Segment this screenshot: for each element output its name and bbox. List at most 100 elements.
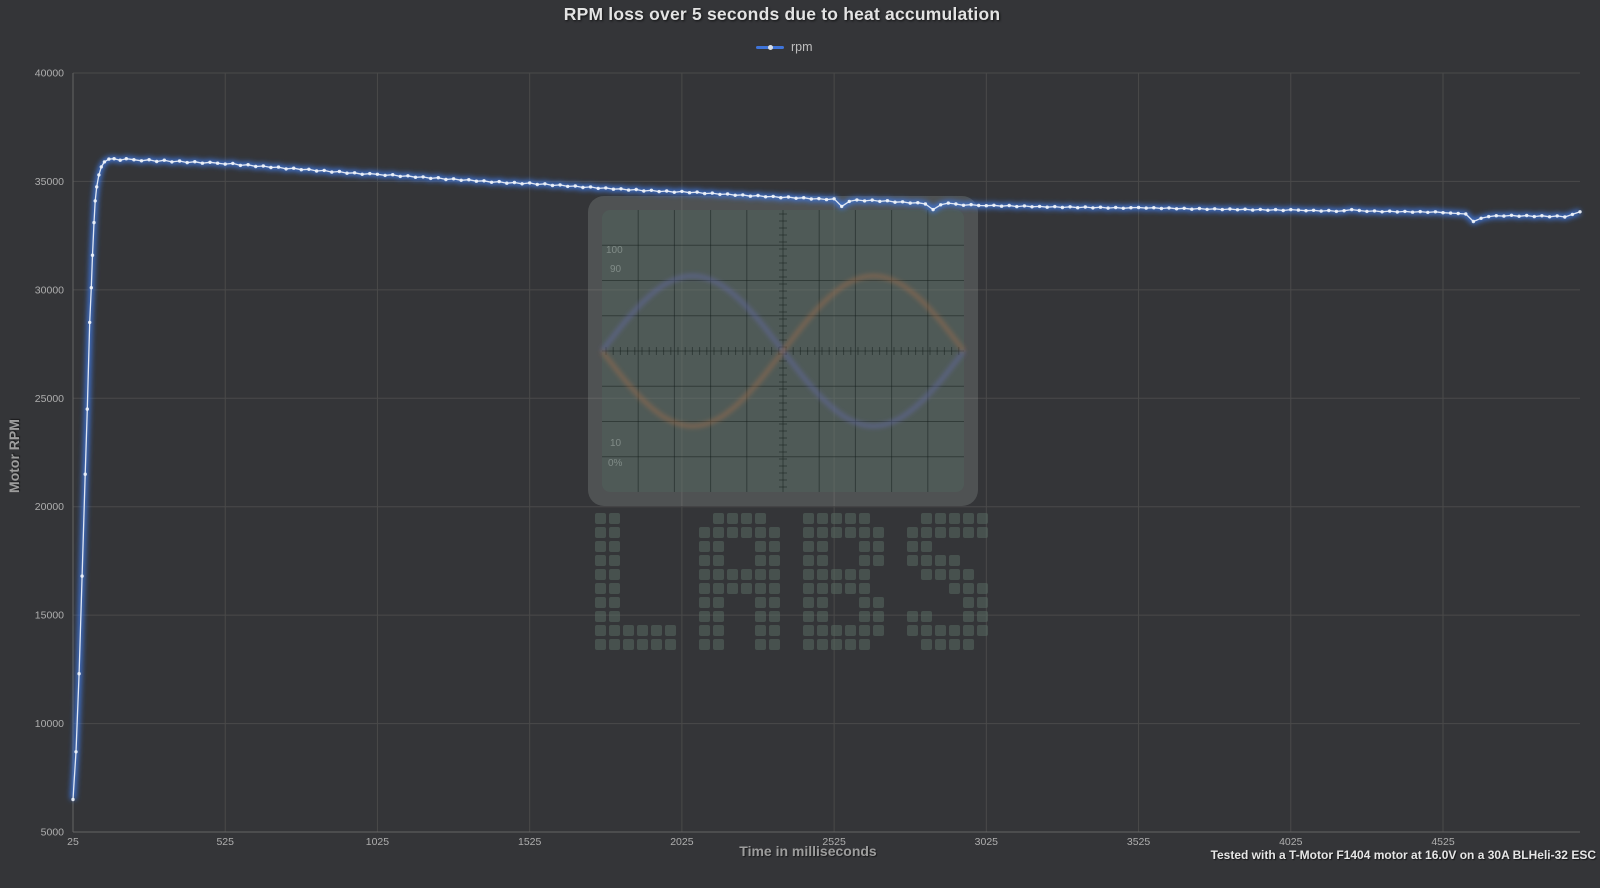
data-point-marker bbox=[1403, 209, 1407, 214]
data-point-marker bbox=[375, 172, 380, 176]
data-point-marker bbox=[619, 187, 623, 191]
data-point-marker bbox=[1068, 205, 1072, 209]
data-point-marker bbox=[1121, 206, 1126, 210]
y-tick-label: 15000 bbox=[35, 610, 64, 622]
data-point-marker bbox=[208, 160, 212, 164]
data-point-marker bbox=[1388, 209, 1392, 213]
data-point-marker bbox=[132, 158, 136, 162]
data-point-marker bbox=[1106, 206, 1110, 210]
data-point-marker bbox=[1547, 215, 1552, 219]
data-point-marker bbox=[1235, 208, 1240, 212]
data-point-marker bbox=[756, 193, 760, 198]
data-point-marker bbox=[977, 203, 981, 208]
data-point-marker bbox=[908, 201, 912, 205]
data-point-marker bbox=[1022, 204, 1027, 208]
data-point-marker bbox=[1327, 208, 1331, 213]
data-point-marker bbox=[1273, 207, 1278, 212]
y-tick-label: 40000 bbox=[35, 68, 64, 80]
data-point-marker bbox=[649, 188, 654, 192]
data-point-marker bbox=[421, 175, 425, 179]
data-point-marker bbox=[748, 194, 753, 198]
data-point-marker bbox=[246, 163, 250, 167]
data-point-marker bbox=[763, 195, 768, 199]
data-point-marker bbox=[1060, 205, 1065, 210]
data-point-marker bbox=[1426, 210, 1430, 215]
data-point-marker bbox=[1266, 208, 1270, 212]
data-point-marker bbox=[657, 189, 661, 194]
data-point-marker bbox=[261, 164, 265, 168]
data-point-marker bbox=[1525, 213, 1529, 218]
data-point-marker bbox=[862, 199, 867, 203]
data-point-marker bbox=[1578, 210, 1582, 214]
data-point-marker bbox=[1015, 204, 1019, 209]
data-point-marker bbox=[451, 177, 456, 181]
data-point-marker bbox=[1479, 216, 1483, 220]
data-point-marker bbox=[238, 163, 243, 168]
data-point-marker bbox=[95, 185, 99, 189]
data-point-marker bbox=[1205, 207, 1209, 212]
data-point-marker bbox=[200, 161, 205, 165]
data-point-marker bbox=[467, 178, 471, 182]
data-point-marker bbox=[786, 195, 791, 199]
data-point-marker bbox=[870, 198, 874, 202]
data-point-marker bbox=[992, 203, 996, 207]
data-point-marker bbox=[1083, 205, 1088, 209]
data-point-marker bbox=[1342, 209, 1346, 213]
data-point-marker bbox=[733, 193, 737, 197]
data-point-marker bbox=[177, 159, 182, 163]
data-point-marker bbox=[90, 253, 95, 257]
data-point-marker bbox=[71, 797, 75, 802]
data-point-marker bbox=[512, 180, 517, 185]
data-point-marker bbox=[1037, 204, 1042, 209]
data-point-marker bbox=[1487, 214, 1491, 219]
data-point-marker bbox=[802, 196, 806, 200]
data-point-marker bbox=[368, 171, 372, 176]
data-point-marker bbox=[642, 189, 646, 193]
data-point-marker bbox=[292, 166, 296, 170]
scope-scale-label: 10 bbox=[610, 438, 622, 449]
data-point-marker bbox=[383, 173, 387, 178]
data-point-marker bbox=[1053, 204, 1057, 209]
data-point-marker bbox=[1395, 210, 1400, 214]
data-point-marker bbox=[1372, 209, 1377, 213]
watermark-logo: 100 90 10 0% bbox=[588, 196, 988, 650]
data-point-marker bbox=[1197, 206, 1202, 211]
data-point-marker bbox=[193, 160, 197, 164]
data-point-marker bbox=[497, 179, 501, 184]
data-point-marker bbox=[1448, 211, 1453, 215]
legend-label: rpm bbox=[791, 40, 813, 54]
data-point-marker bbox=[1433, 210, 1438, 214]
data-point-marker bbox=[276, 165, 281, 169]
data-point-marker bbox=[1555, 214, 1559, 218]
data-point-marker bbox=[573, 184, 577, 188]
data-point-marker bbox=[102, 160, 107, 164]
data-point-marker bbox=[969, 202, 973, 207]
scope-scale-label: 0% bbox=[608, 458, 623, 469]
x-tick-label: 525 bbox=[216, 836, 234, 848]
data-point-marker bbox=[269, 165, 273, 170]
data-point-marker bbox=[77, 672, 81, 676]
data-point-marker bbox=[550, 183, 555, 188]
data-point-marker bbox=[695, 190, 699, 194]
data-point-marker bbox=[330, 170, 334, 174]
data-point-marker bbox=[1509, 213, 1514, 217]
data-point-marker bbox=[398, 174, 402, 179]
data-point-marker bbox=[840, 204, 844, 209]
data-point-marker bbox=[254, 164, 258, 169]
data-point-marker bbox=[1350, 207, 1354, 212]
data-point-marker bbox=[1334, 209, 1339, 214]
footer-note: Tested with a T-Motor F1404 motor at 16.… bbox=[1210, 848, 1596, 862]
scope-scale-label: 100 bbox=[606, 245, 623, 256]
legend-line-marker bbox=[756, 44, 784, 50]
legend[interactable]: rpm bbox=[756, 40, 813, 54]
data-point-marker bbox=[1159, 206, 1164, 211]
data-point-marker bbox=[1076, 206, 1080, 210]
data-point-marker bbox=[1540, 214, 1544, 218]
data-point-marker bbox=[147, 158, 151, 162]
data-point-marker bbox=[74, 750, 78, 754]
data-point-marker bbox=[345, 171, 349, 175]
data-point-marker bbox=[1380, 210, 1384, 214]
legend-dot-icon bbox=[767, 44, 773, 50]
data-point-marker bbox=[85, 407, 90, 411]
